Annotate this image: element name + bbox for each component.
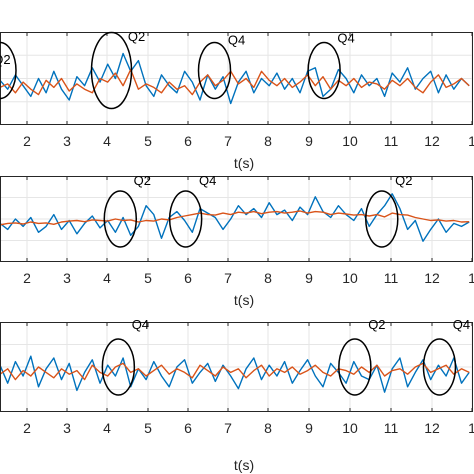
x-tick-label: 6 [184, 133, 192, 149]
x-axis-label: t(s) [234, 155, 254, 171]
x-tick-label: 2 [23, 420, 31, 436]
x-tick-label: 1 [468, 133, 474, 149]
x-tick-label: 1 [468, 270, 474, 286]
annotation-ellipse [197, 41, 232, 100]
x-tick-label: 8 [264, 270, 272, 286]
x-tick-label: 2 [23, 133, 31, 149]
x-tick-label: 12 [424, 270, 440, 286]
annotation-ellipse [422, 338, 457, 396]
series-line-orange [0, 362, 470, 381]
axes-box [0, 322, 473, 412]
x-tick-label: 7 [224, 270, 232, 286]
x-tick-label: 8 [264, 420, 272, 436]
x-tick-label: 11 [384, 133, 399, 149]
annotation-label: Q4 [453, 317, 470, 332]
annotation-ellipse [103, 190, 138, 248]
annotation-label: Q2 [128, 29, 145, 44]
x-tick-label: 9 [305, 420, 313, 436]
x-tick-label: 12 [424, 420, 440, 436]
annotation-ellipse [338, 338, 372, 396]
x-tick-label: 1 [468, 420, 474, 436]
annotation-label: Q2 [395, 173, 412, 188]
x-tick-label: 4 [103, 133, 111, 149]
annotation-ellipse [101, 338, 136, 396]
annotation-label: Q4 [199, 173, 216, 188]
x-tick-label: 7 [224, 420, 232, 436]
x-tick-label: 10 [342, 270, 358, 286]
axes-box [0, 176, 473, 262]
annotation-label: Q2 [0, 52, 11, 67]
annotation-label: Q4 [337, 31, 354, 46]
x-axis-label: t(s) [234, 292, 254, 308]
series-line-blue [0, 355, 470, 393]
x-tick-label: 5 [144, 133, 152, 149]
annotation-label: Q4 [228, 33, 245, 48]
x-tick-label: 3 [63, 133, 71, 149]
annotation-ellipse [90, 31, 133, 110]
x-tick-label: 4 [103, 270, 111, 286]
series-line-blue [0, 52, 470, 105]
x-tick-label: 2 [23, 270, 31, 286]
x-tick-label: 6 [184, 420, 192, 436]
x-tick-label: 10 [342, 420, 358, 436]
x-tick-label: 7 [224, 133, 232, 149]
axes-box [0, 32, 473, 125]
subplot-2: 2 3 4 5 6 7 8 9 10 11 12 1 t(s) Q2 Q4 Q2 [0, 173, 474, 308]
x-tick-label: 3 [63, 270, 71, 286]
annotation-label: Q4 [132, 317, 149, 332]
annotation-label: Q2 [368, 317, 385, 332]
x-tick-label: 5 [144, 270, 152, 286]
subplot-3: 2 3 4 5 6 7 8 9 10 11 12 1 t(s) Q4 Q2 Q4 [0, 317, 474, 473]
annotation-ellipse [365, 190, 399, 248]
x-axis-label: t(s) [234, 457, 254, 473]
annotation-ellipse [307, 41, 341, 100]
x-tick-label: 8 [264, 133, 272, 149]
x-tick-label: 6 [184, 270, 192, 286]
x-tick-label: 12 [424, 133, 440, 149]
subplot-1: 2 3 4 5 6 7 8 9 10 11 12 1 t(s) Q2 Q2 Q4 Q4 [0, 29, 474, 171]
x-tick-label: 11 [384, 420, 399, 436]
x-tick-label: 5 [144, 420, 152, 436]
series-line-orange [0, 210, 470, 226]
x-tick-label: 11 [384, 270, 399, 286]
x-tick-label: 9 [305, 270, 313, 286]
x-tick-label: 9 [305, 133, 313, 149]
x-tick-label: 4 [103, 420, 111, 436]
series-line-orange [0, 68, 470, 96]
annotation-ellipse [0, 41, 17, 100]
annotation-label: Q2 [134, 173, 151, 188]
x-tick-label: 3 [63, 420, 71, 436]
x-tick-label: 10 [342, 133, 358, 149]
annotation-ellipse [168, 190, 203, 248]
